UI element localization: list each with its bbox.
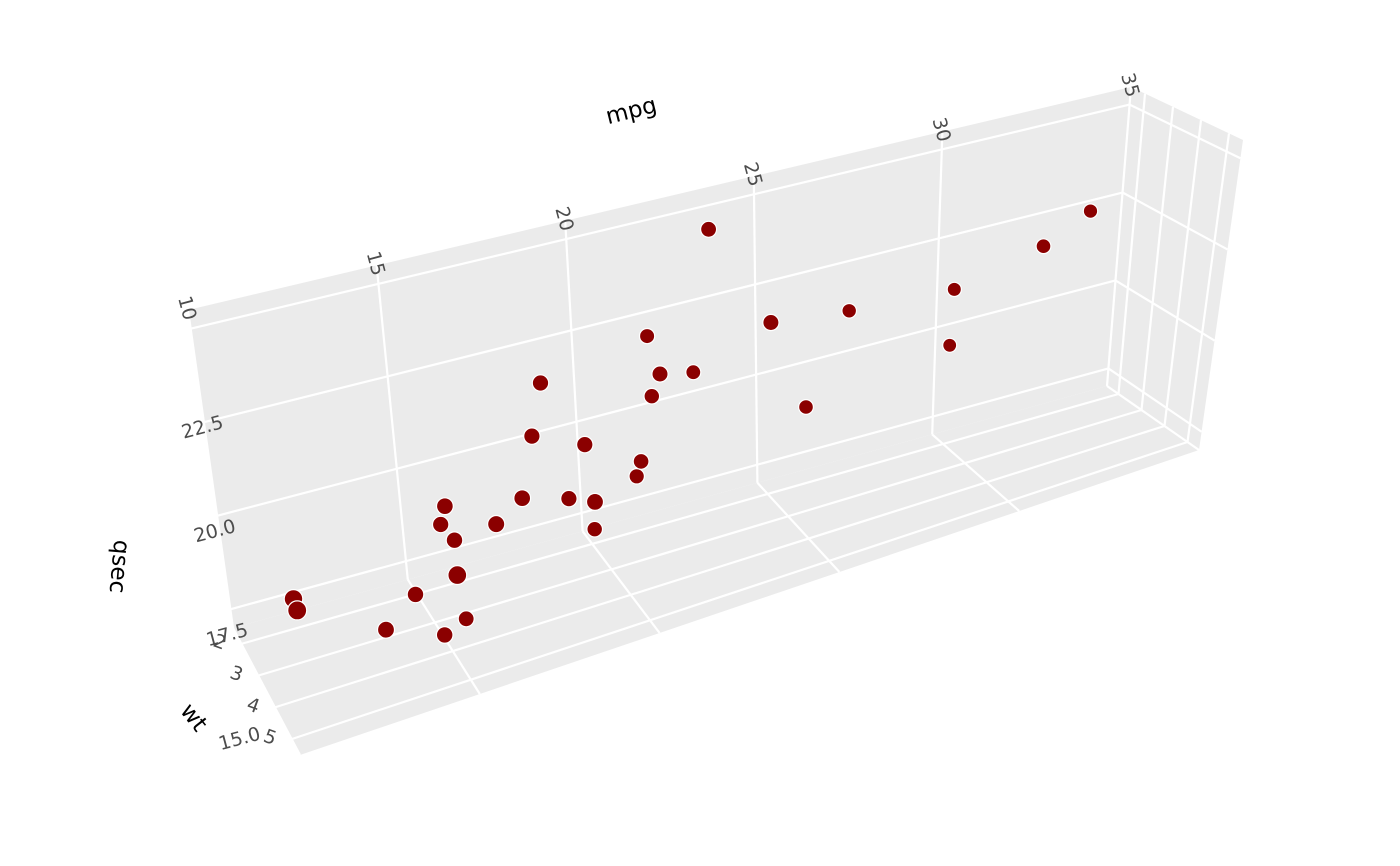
grid-line-mpg-floor [232,627,301,756]
data-point [651,365,669,383]
data-point [445,531,464,550]
data-point [762,313,780,332]
data-point [1082,203,1099,219]
data-point [287,600,308,621]
grid-line-mpg-floor [581,530,661,634]
grid-line-mpg-floor [756,482,841,573]
grid-line-mpg-floor [1106,385,1200,451]
axis-panels [188,87,1243,755]
data-point [575,435,594,454]
data-point [513,489,532,508]
data-point [797,399,814,416]
grid-line-qsec-side [1114,279,1216,342]
grid-line-qsec-back [216,279,1116,517]
grid-line-wt-side [1117,93,1147,395]
data-point [841,302,858,319]
data-point [531,374,550,392]
data-point [406,585,425,604]
grid-line-mpg-back [931,131,944,435]
grid-line-mpg-back [1105,86,1133,387]
grid-line-wt-floor [257,408,1142,677]
y-tick-label: 5 [261,725,280,750]
z-tick-label: 15.0 [216,723,263,755]
y-tick-label: 4 [244,693,263,718]
grid-line-wt-side [1163,119,1203,427]
grid-line-wt-floor [241,392,1119,645]
y-axis-title: wt [175,699,213,737]
floor-panel [233,386,1199,755]
grid-line-mpg-back [375,265,409,580]
data-point [1035,238,1052,255]
data-point [685,364,702,381]
data-point [628,467,645,485]
grid-line-mpg-floor [931,433,1020,512]
grid-line-wt-side [1140,106,1175,411]
grid-line-qsec-back [230,367,1109,611]
grid-line-qsec-side [1129,103,1241,160]
grid-line-wt-floor [291,440,1188,741]
data-point [523,427,541,445]
grid-line-mpg-back [564,220,584,532]
data-point [586,520,604,538]
data-point [699,220,718,238]
back-panel [188,87,1131,628]
grid-line-qsec-side [1107,367,1203,433]
data-point [487,514,506,534]
grid-line-wt-side [1186,133,1231,443]
grid-line-mpg-back [186,309,235,629]
data-point [643,387,661,405]
data-point [638,327,656,345]
data-point [632,452,650,470]
data-point [435,626,454,644]
grid-line-qsec-side [1122,191,1228,251]
data-point [457,610,475,628]
side-panel [1107,87,1243,450]
data-point [431,515,450,534]
grid-line-qsec-back [203,191,1123,424]
data-point [946,281,963,298]
z-axis-title: qsec [104,539,135,594]
data-points [283,203,1099,644]
data-point [585,492,605,511]
data-point [435,497,454,516]
grid-line-mpg-back [752,176,759,483]
y-tick-label: 3 [227,662,246,687]
data-point [376,620,396,639]
grid-line-qsec-back [190,103,1130,330]
grid-lines [186,86,1241,756]
data-point [447,565,468,586]
data-point [560,489,578,508]
grid-line-wt-floor [274,424,1165,709]
x-axis-title: mpg [603,92,659,130]
data-point [942,337,958,353]
